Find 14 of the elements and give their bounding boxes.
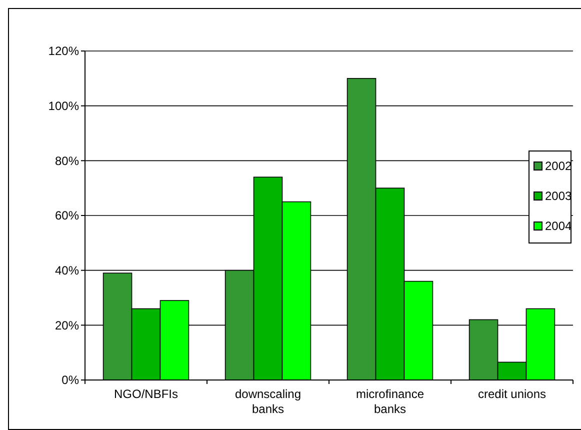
- x-tick-label: NGO/NBFIs: [114, 387, 178, 401]
- x-tick-label: downscaling banks: [234, 387, 302, 416]
- y-tick-label: 20%: [54, 318, 80, 332]
- y-tick-label: 0%: [62, 373, 80, 388]
- x-tick-label: microfinance banks: [356, 387, 424, 416]
- legend-label: 2003: [545, 189, 572, 204]
- y-tick-label: 100%: [48, 99, 80, 114]
- legend-label: 2002: [545, 159, 572, 174]
- y-tick-label: 80%: [54, 154, 80, 168]
- x-tick-label: credit unions: [478, 387, 546, 401]
- y-tick-label: 120%: [48, 44, 80, 58]
- y-tick-label: 40%: [54, 264, 80, 278]
- y-tick-label: 60%: [54, 208, 80, 223]
- legend-label: 2004: [545, 219, 572, 234]
